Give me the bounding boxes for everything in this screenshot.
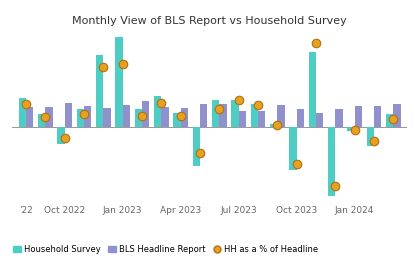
- Bar: [57, 127, 65, 144]
- HH as a % of Headline: [274, 123, 281, 127]
- Bar: [161, 107, 168, 127]
- Bar: [200, 104, 207, 127]
- Bar: [366, 127, 374, 146]
- HH as a % of Headline: [42, 115, 49, 119]
- HH as a % of Headline: [351, 128, 358, 132]
- HH as a % of Headline: [216, 107, 222, 111]
- Bar: [386, 114, 393, 127]
- Bar: [316, 113, 323, 127]
- Bar: [277, 105, 285, 127]
- Title: Monthly View of BLS Report vs Household Survey: Monthly View of BLS Report vs Household …: [72, 16, 347, 26]
- Legend: Household Survey, BLS Headline Report, HH as a % of Headline: Household Survey, BLS Headline Report, H…: [13, 245, 318, 254]
- HH as a % of Headline: [61, 136, 68, 140]
- Bar: [193, 127, 200, 166]
- Bar: [212, 100, 219, 127]
- Bar: [258, 111, 265, 127]
- HH as a % of Headline: [81, 112, 87, 116]
- Bar: [270, 124, 277, 127]
- Bar: [77, 109, 84, 127]
- HH as a % of Headline: [390, 117, 396, 121]
- HH as a % of Headline: [100, 65, 107, 69]
- Bar: [181, 108, 188, 127]
- Bar: [328, 127, 335, 196]
- Bar: [297, 109, 304, 127]
- HH as a % of Headline: [177, 114, 184, 118]
- HH as a % of Headline: [139, 114, 145, 119]
- Bar: [103, 108, 111, 127]
- HH as a % of Headline: [312, 40, 319, 44]
- Bar: [231, 100, 239, 127]
- Bar: [26, 107, 33, 127]
- Bar: [308, 52, 316, 127]
- Bar: [96, 55, 103, 127]
- Bar: [289, 127, 297, 171]
- Bar: [122, 105, 130, 127]
- Bar: [239, 111, 246, 127]
- Bar: [134, 109, 142, 127]
- Bar: [251, 104, 258, 127]
- Bar: [45, 107, 53, 127]
- HH as a % of Headline: [23, 102, 29, 106]
- Bar: [219, 104, 227, 127]
- HH as a % of Headline: [235, 98, 242, 102]
- HH as a % of Headline: [332, 184, 339, 188]
- Bar: [354, 106, 362, 127]
- Bar: [335, 109, 342, 127]
- Bar: [154, 96, 161, 127]
- Bar: [19, 98, 26, 127]
- HH as a % of Headline: [293, 162, 300, 166]
- HH as a % of Headline: [197, 151, 203, 155]
- HH as a % of Headline: [158, 101, 165, 105]
- Bar: [142, 101, 149, 127]
- Bar: [115, 37, 122, 127]
- Bar: [38, 114, 45, 127]
- Bar: [393, 104, 400, 127]
- Bar: [173, 113, 181, 127]
- Bar: [84, 106, 91, 127]
- HH as a % of Headline: [254, 103, 261, 107]
- HH as a % of Headline: [119, 62, 126, 66]
- Bar: [347, 127, 354, 131]
- Bar: [65, 103, 72, 127]
- HH as a % of Headline: [371, 139, 377, 143]
- Bar: [374, 106, 381, 127]
